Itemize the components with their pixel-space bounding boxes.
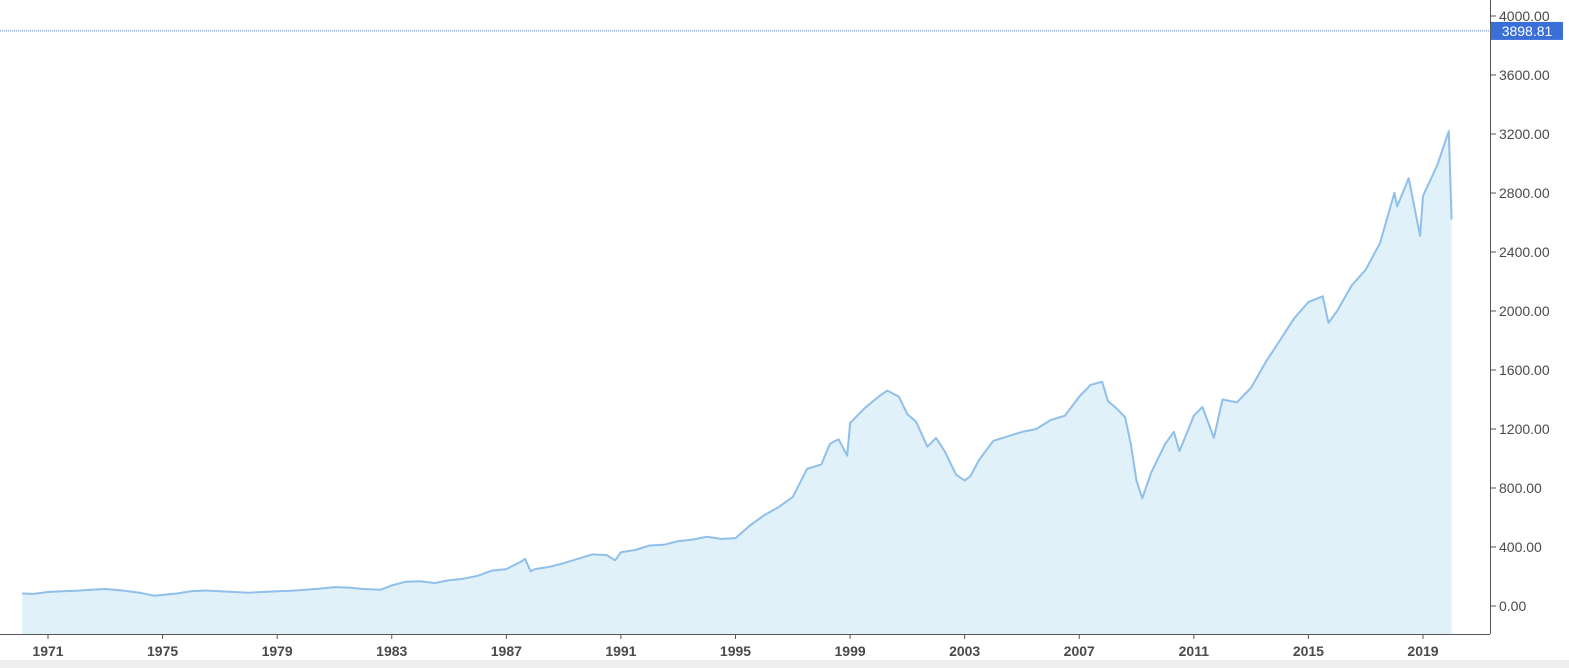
x-tick-label: 2007 — [1064, 643, 1095, 659]
x-tick: 1979 — [262, 634, 293, 659]
y-tick-label: 1600.00 — [1499, 362, 1550, 378]
y-tick-label: 3600.00 — [1499, 67, 1550, 83]
x-tick: 1975 — [147, 634, 178, 659]
series-0-line — [22, 130, 1453, 597]
x-tick-label: 1999 — [835, 643, 866, 659]
x-tick: 1999 — [835, 634, 866, 659]
last-value-label-text: 3898.81 — [1502, 23, 1553, 39]
y-tick-label: 1200.00 — [1499, 421, 1550, 437]
x-tick-label: 1971 — [32, 643, 63, 659]
x-tick: 1991 — [605, 634, 637, 659]
x-tick-label: 1987 — [491, 643, 522, 659]
y-tick-label: 4000.00 — [1499, 8, 1550, 24]
y-tick-label: 800.00 — [1499, 480, 1542, 496]
y-tick-label: 2000.00 — [1499, 303, 1550, 319]
series-0-area — [22, 131, 1452, 634]
y-tick: 1200.00 — [1490, 421, 1550, 437]
x-tick-label: 1975 — [147, 643, 178, 659]
y-tick: 400.00 — [1490, 539, 1542, 555]
y-tick-label: 0.00 — [1499, 598, 1526, 614]
y-tick: 2800.00 — [1490, 185, 1550, 201]
x-tick: 2019 — [1407, 634, 1439, 659]
y-tick-label: 2400.00 — [1499, 244, 1550, 260]
x-tick-label: 2019 — [1407, 643, 1438, 659]
x-axis-ticks: 1971 1975 1979 1983 1987 1991 1995 1999 2003 2007… — [32, 634, 1439, 659]
last-value-label: 3898.81 — [1491, 21, 1563, 40]
y-tick: 2400.00 — [1490, 244, 1550, 260]
x-tick-label: 1983 — [376, 643, 407, 659]
y-tick: 4000.00 — [1490, 8, 1550, 24]
x-tick: 1987 — [491, 634, 522, 659]
x-tick: 2007 — [1064, 634, 1095, 659]
x-tick: 2011 — [1179, 634, 1210, 659]
y-tick: 2000.00 — [1490, 303, 1550, 319]
y-tick-label: 400.00 — [1499, 539, 1542, 555]
y-tick: 3200.00 — [1490, 126, 1550, 142]
y-tick: 3600.00 — [1490, 67, 1550, 83]
x-tick-label: 1991 — [605, 643, 636, 659]
y-axis-ticks: 0.00 400.00 800.00 1200.00 1600.00 2000.00 240… — [1490, 8, 1550, 614]
series-layer — [22, 130, 1453, 634]
x-tick-label: 1995 — [720, 643, 751, 659]
last-value-label-bg — [1491, 21, 1563, 40]
x-tick-label: 2003 — [949, 643, 980, 659]
x-tick: 1971 — [32, 634, 64, 659]
x-tick: 1983 — [376, 634, 408, 659]
y-tick: 1600.00 — [1490, 362, 1550, 378]
y-tick: 800.00 — [1490, 480, 1542, 496]
x-tick: 2015 — [1293, 634, 1324, 659]
y-tick: 0.00 — [1490, 598, 1526, 614]
bottom-scroll-strip — [0, 660, 1569, 668]
x-tick-label: 2011 — [1179, 643, 1210, 659]
x-tick-label: 2015 — [1293, 643, 1324, 659]
y-tick-label: 3200.00 — [1499, 126, 1550, 142]
x-tick-label: 1979 — [262, 643, 293, 659]
x-tick: 2003 — [949, 634, 980, 659]
x-tick: 1995 — [720, 634, 751, 659]
y-tick-label: 2800.00 — [1499, 185, 1550, 201]
